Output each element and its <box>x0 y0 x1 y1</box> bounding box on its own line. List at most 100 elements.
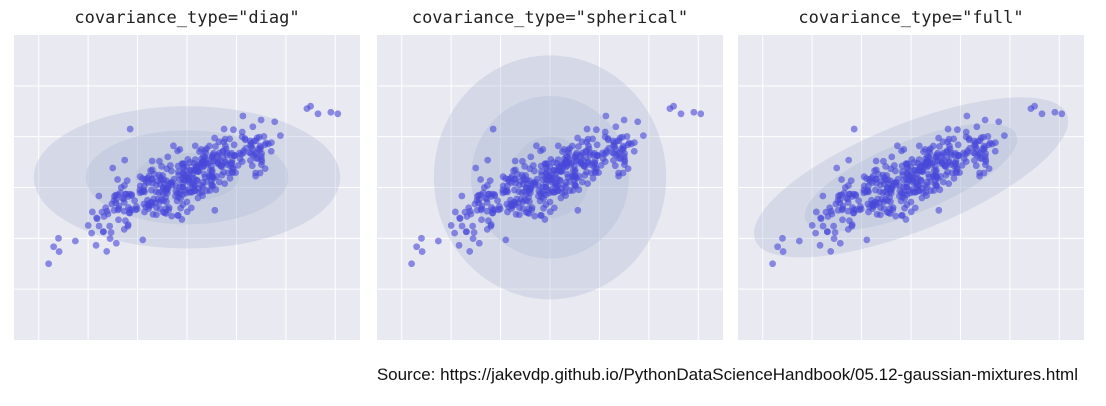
data-point <box>944 168 951 176</box>
data-point <box>503 200 511 208</box>
data-point <box>241 136 249 144</box>
data-point <box>932 172 939 180</box>
data-point <box>172 192 179 200</box>
data-point <box>839 216 846 224</box>
data-point <box>55 234 62 242</box>
data-point <box>1051 108 1059 116</box>
data-point <box>93 215 101 223</box>
data-point <box>828 210 836 218</box>
data-point <box>496 205 504 213</box>
data-point <box>526 165 534 173</box>
data-point <box>511 186 518 194</box>
data-point <box>158 162 166 170</box>
data-point <box>268 139 275 147</box>
data-point <box>152 199 159 207</box>
data-point <box>95 222 103 230</box>
data-point <box>126 125 134 133</box>
data-point <box>314 110 322 118</box>
data-point <box>903 180 911 188</box>
data-point <box>585 145 593 153</box>
spherical-panel: covariance_type="spherical" <box>377 0 723 345</box>
data-point <box>115 216 122 224</box>
data-point <box>953 126 961 134</box>
data-point <box>554 182 561 190</box>
data-point <box>515 181 523 189</box>
data-point <box>267 147 275 155</box>
data-point <box>555 163 563 170</box>
data-point <box>418 234 425 242</box>
data-point <box>186 159 194 166</box>
data-point <box>554 156 562 164</box>
data-point <box>917 176 925 184</box>
data-point <box>502 236 510 244</box>
data-point <box>816 241 824 249</box>
data-point <box>527 153 535 161</box>
data-point <box>945 135 953 143</box>
data-point <box>470 229 478 236</box>
data-point <box>110 206 118 214</box>
data-point <box>938 151 945 159</box>
data-point <box>819 222 827 230</box>
data-point <box>844 207 852 215</box>
data-point <box>508 205 515 213</box>
data-point <box>830 235 838 243</box>
data-point <box>88 229 96 237</box>
data-point <box>630 147 638 155</box>
data-point <box>903 191 911 199</box>
data-point <box>145 205 152 213</box>
data-point <box>850 125 858 133</box>
data-point <box>477 176 484 183</box>
data-point <box>554 142 562 150</box>
data-point <box>910 159 918 166</box>
data-point <box>179 180 187 188</box>
data-point <box>211 134 218 142</box>
data-point <box>131 197 138 205</box>
data-point <box>584 159 592 166</box>
data-point <box>935 206 943 214</box>
data-point <box>601 158 609 166</box>
data-point <box>212 186 220 194</box>
data-point <box>929 142 937 150</box>
data-point <box>174 212 181 219</box>
data-point <box>205 142 213 150</box>
data-point <box>890 180 898 187</box>
data-point <box>98 208 106 216</box>
data-point <box>519 205 527 212</box>
diag-panel: covariance_type="diag" <box>14 0 360 345</box>
data-point <box>118 194 126 202</box>
data-point <box>847 177 855 185</box>
data-point <box>981 161 989 168</box>
data-point <box>533 142 540 150</box>
data-point <box>123 177 131 185</box>
data-point <box>206 167 214 174</box>
data-point <box>191 142 199 150</box>
data-point <box>584 180 592 188</box>
data-point <box>531 212 539 220</box>
data-point <box>894 142 901 150</box>
data-point <box>610 150 618 157</box>
data-point <box>774 243 782 251</box>
data-point <box>612 123 620 131</box>
data-point <box>455 241 463 249</box>
data-point <box>571 172 578 180</box>
data-point <box>845 156 853 164</box>
panel-title: covariance_type="diag" <box>74 8 300 28</box>
data-point <box>945 159 953 166</box>
data-point <box>981 153 989 160</box>
data-point <box>159 172 167 179</box>
data-point <box>511 175 519 183</box>
data-point <box>541 160 549 168</box>
data-point <box>577 151 584 159</box>
data-point <box>980 133 987 141</box>
data-point <box>932 180 940 188</box>
data-point <box>583 168 590 176</box>
data-point <box>522 184 530 192</box>
data-point <box>561 182 568 189</box>
data-point <box>609 156 617 164</box>
data-point <box>882 162 890 170</box>
data-point <box>220 125 228 133</box>
data-point <box>447 222 455 229</box>
data-point <box>139 236 147 244</box>
data-point <box>620 116 628 124</box>
data-point <box>164 153 172 161</box>
